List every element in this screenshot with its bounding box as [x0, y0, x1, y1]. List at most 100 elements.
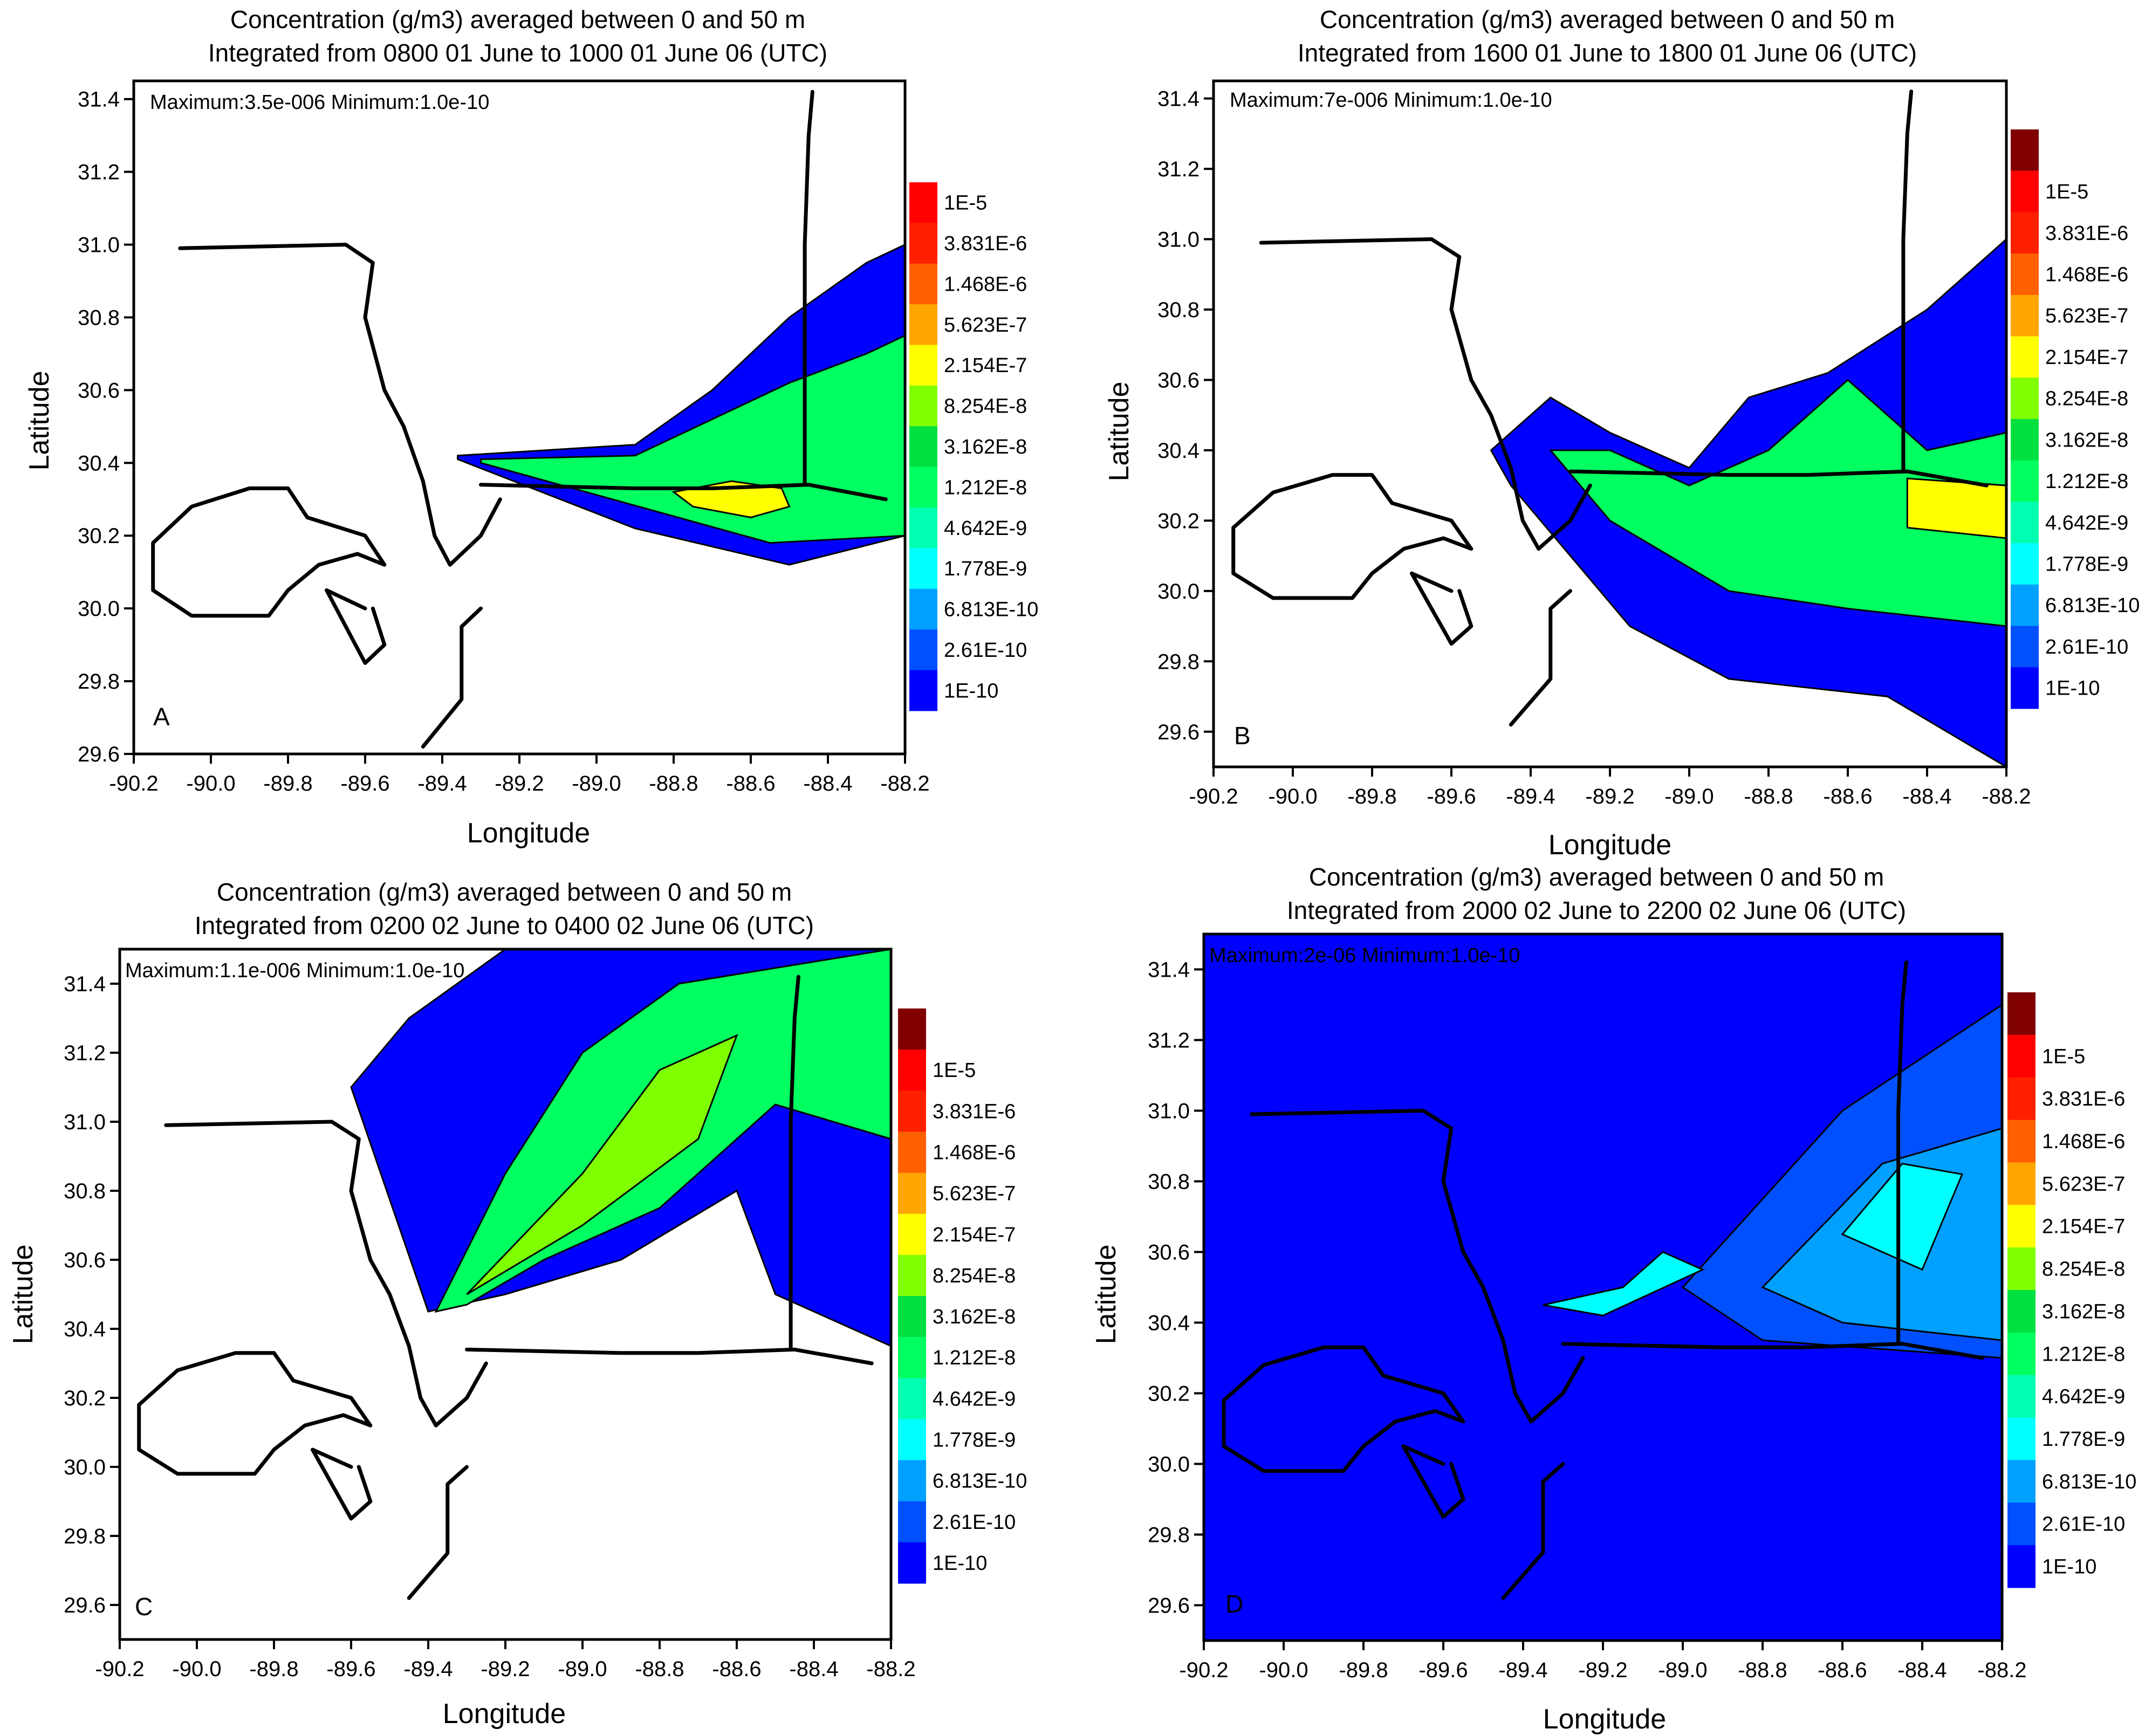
panel-a-title-line1: Concentration (g/m3) averaged between 0 … — [230, 5, 805, 33]
colorbar-swatch-3 — [2007, 1120, 2036, 1163]
coastline-segment-0 — [1259, 237, 1541, 551]
colorbar-label-12: 1E-10 — [944, 680, 998, 702]
coastline-segment-1 — [151, 486, 387, 618]
y-tick-label-1: 29.8 — [78, 670, 120, 694]
y-tick-label-2: 30.0 — [78, 597, 120, 621]
x-tick-label-6: -89.0 — [1658, 1658, 1707, 1682]
colorbar-label-11: 2.61E-10 — [933, 1511, 1016, 1534]
x-tick-label-4: -89.4 — [1506, 785, 1555, 808]
colorbar-swatch-13 — [2007, 1545, 2036, 1588]
x-tick-label-8: -88.6 — [1823, 785, 1872, 808]
x-tick-label-7: -88.8 — [649, 772, 698, 795]
x-tick-label-7: -88.8 — [1738, 1658, 1787, 1682]
coastline-segment-2 — [1410, 571, 1473, 646]
y-tick-label-1: 29.8 — [1148, 1524, 1190, 1547]
y-axis-a: 29.6 29.8 30.0 30.2 30.4 30.6 30.8 31.0 31.2 31.4 — [78, 88, 134, 766]
colorbar-label-3: 5.623E-7 — [944, 314, 1027, 337]
coastline-segment-3 — [407, 1465, 469, 1600]
colorbar-swatch-11 — [2007, 1460, 2036, 1503]
x-tick-label-2: -89.8 — [1339, 1658, 1388, 1682]
coastline-c — [137, 975, 874, 1600]
coastline-segment-3 — [421, 606, 483, 749]
x-tick-label-10: -88.2 — [1982, 785, 2031, 808]
coastline-segment-3 — [1501, 1462, 1565, 1600]
colorbar-swatch-5 — [898, 1213, 926, 1255]
x-tick-label-8: -88.6 — [712, 1657, 761, 1681]
colorbar-label-8: 4.642E-9 — [933, 1388, 1016, 1410]
y-tick-label-9: 31.4 — [64, 972, 106, 996]
panel-a-title-line2: Integrated from 0800 01 June to 1000 01 … — [208, 39, 827, 67]
y-tick-label-0: 29.6 — [64, 1594, 106, 1617]
x-tick-label-5: -89.2 — [1585, 785, 1634, 808]
y-tick-label-0: 29.6 — [1148, 1594, 1190, 1618]
y-tick-label-8: 31.2 — [64, 1041, 106, 1065]
y-tick-label-4: 30.4 — [1157, 439, 1200, 463]
stats-annotation-b: Maximum:7e-006 Minimum:1.0e-10 — [1230, 89, 1552, 112]
x-tick-label-9: -88.4 — [1902, 785, 1951, 808]
colorbar-swatch-6 — [2011, 378, 2039, 420]
y-tick-label-1: 29.8 — [1157, 650, 1200, 674]
colorbar-swatch-2 — [2007, 1077, 2036, 1121]
x-axis-a: -90.2 -90.0 -89.8 -89.6 -89.4 -89.2 -89.0 -88.8… — [109, 754, 930, 795]
colorbar-swatch-5 — [2011, 336, 2039, 378]
x-tick-label-7: -88.8 — [635, 1657, 684, 1681]
y-tick-label-0: 29.6 — [78, 743, 120, 766]
x-tick-label-1: -90.0 — [1268, 785, 1317, 808]
x-tick-label-6: -89.0 — [558, 1657, 607, 1681]
coastline-segment-6 — [1901, 90, 1914, 474]
panel-label-c: C — [135, 1593, 153, 1621]
y-tick-label-9: 31.4 — [78, 88, 120, 112]
y-tick-label-6: 30.8 — [1157, 298, 1200, 322]
coastline-segment-0 — [1250, 1109, 1533, 1424]
colorbar-label-3: 5.623E-7 — [2042, 1173, 2125, 1196]
colorbar-swatch-7 — [2007, 1290, 2036, 1333]
colorbar-swatch-9 — [2007, 1375, 2036, 1418]
colorbar-swatch-2 — [909, 263, 937, 305]
y-tick-label-0: 29.6 — [1157, 721, 1200, 744]
x-tick-label-2: -89.8 — [249, 1657, 298, 1681]
colorbar-swatch-4 — [2007, 1162, 2036, 1205]
panel-d: Concentration (g/m3) averaged between 0 … — [1091, 863, 2136, 1735]
panel-c: Concentration (g/m3) averaged between 0 … — [8, 878, 1027, 1730]
colorbar-swatch-11 — [909, 629, 937, 671]
x-tick-label-5: -89.2 — [495, 772, 544, 795]
colorbar-label-5: 8.254E-8 — [944, 395, 1027, 418]
y-axis-label-b: Latitude — [1104, 381, 1135, 481]
colorbar-label-10: 6.813E-10 — [944, 599, 1038, 621]
y-axis-label-d: Latitude — [1091, 1244, 1122, 1344]
colorbar-swatch-9 — [909, 548, 937, 589]
coastline-segment-2 — [1401, 1444, 1465, 1519]
colorbar-swatch-12 — [2007, 1502, 2036, 1546]
colorbar-swatch-0 — [2007, 992, 2036, 1035]
colorbar-swatch-9 — [2011, 502, 2039, 544]
colorbar-swatch-10 — [2011, 543, 2039, 585]
y-tick-label-3: 30.2 — [64, 1387, 106, 1410]
colorbar-label-0: 1E-5 — [2045, 181, 2088, 203]
y-tick-label-5: 30.6 — [64, 1248, 106, 1272]
colorbar-label-0: 1E-5 — [2042, 1045, 2085, 1068]
coastline-segment-6 — [803, 90, 814, 487]
x-tick-label-5: -89.2 — [481, 1657, 530, 1681]
colorbar-swatch-0 — [2011, 129, 2039, 171]
stats-annotation-c: Maximum:1.1e-006 Minimum:1.0e-10 — [125, 959, 464, 982]
x-tick-label-10: -88.2 — [880, 772, 929, 795]
coastline-segment-1 — [1231, 473, 1473, 600]
x-tick-label-3: -89.6 — [1427, 785, 1476, 808]
y-axis-label-c: Latitude — [8, 1244, 39, 1344]
colorbar-swatch-3 — [898, 1131, 926, 1174]
colorbar-swatch-3 — [2011, 253, 2039, 296]
colorbar-label-4: 2.154E-7 — [933, 1224, 1016, 1246]
coastline-segment-1 — [137, 1351, 373, 1476]
x-tick-label-4: -89.4 — [403, 1657, 453, 1681]
panel-c-title-line2: Integrated from 0200 02 June to 0400 02 … — [195, 911, 814, 939]
plot-area-a: Maximum:3.5e-006 Minimum:1.0e-10 A — [132, 79, 907, 756]
colorbar-label-2: 1.468E-6 — [933, 1142, 1016, 1164]
plume-c — [350, 948, 892, 1348]
y-axis-b: 29.6 29.8 30.0 30.2 30.4 30.6 30.8 31.0 31.2 31.4 — [1157, 87, 1214, 744]
x-axis-b: -90.2 -90.0 -89.8 -89.6 -89.4 -89.2 -89.0 -88.8… — [1189, 767, 2031, 808]
colorbar-swatch-3 — [909, 304, 937, 346]
coastline-segment-3 — [1509, 589, 1572, 727]
y-tick-label-7: 31.0 — [78, 234, 120, 257]
y-tick-label-8: 31.2 — [1157, 157, 1200, 181]
